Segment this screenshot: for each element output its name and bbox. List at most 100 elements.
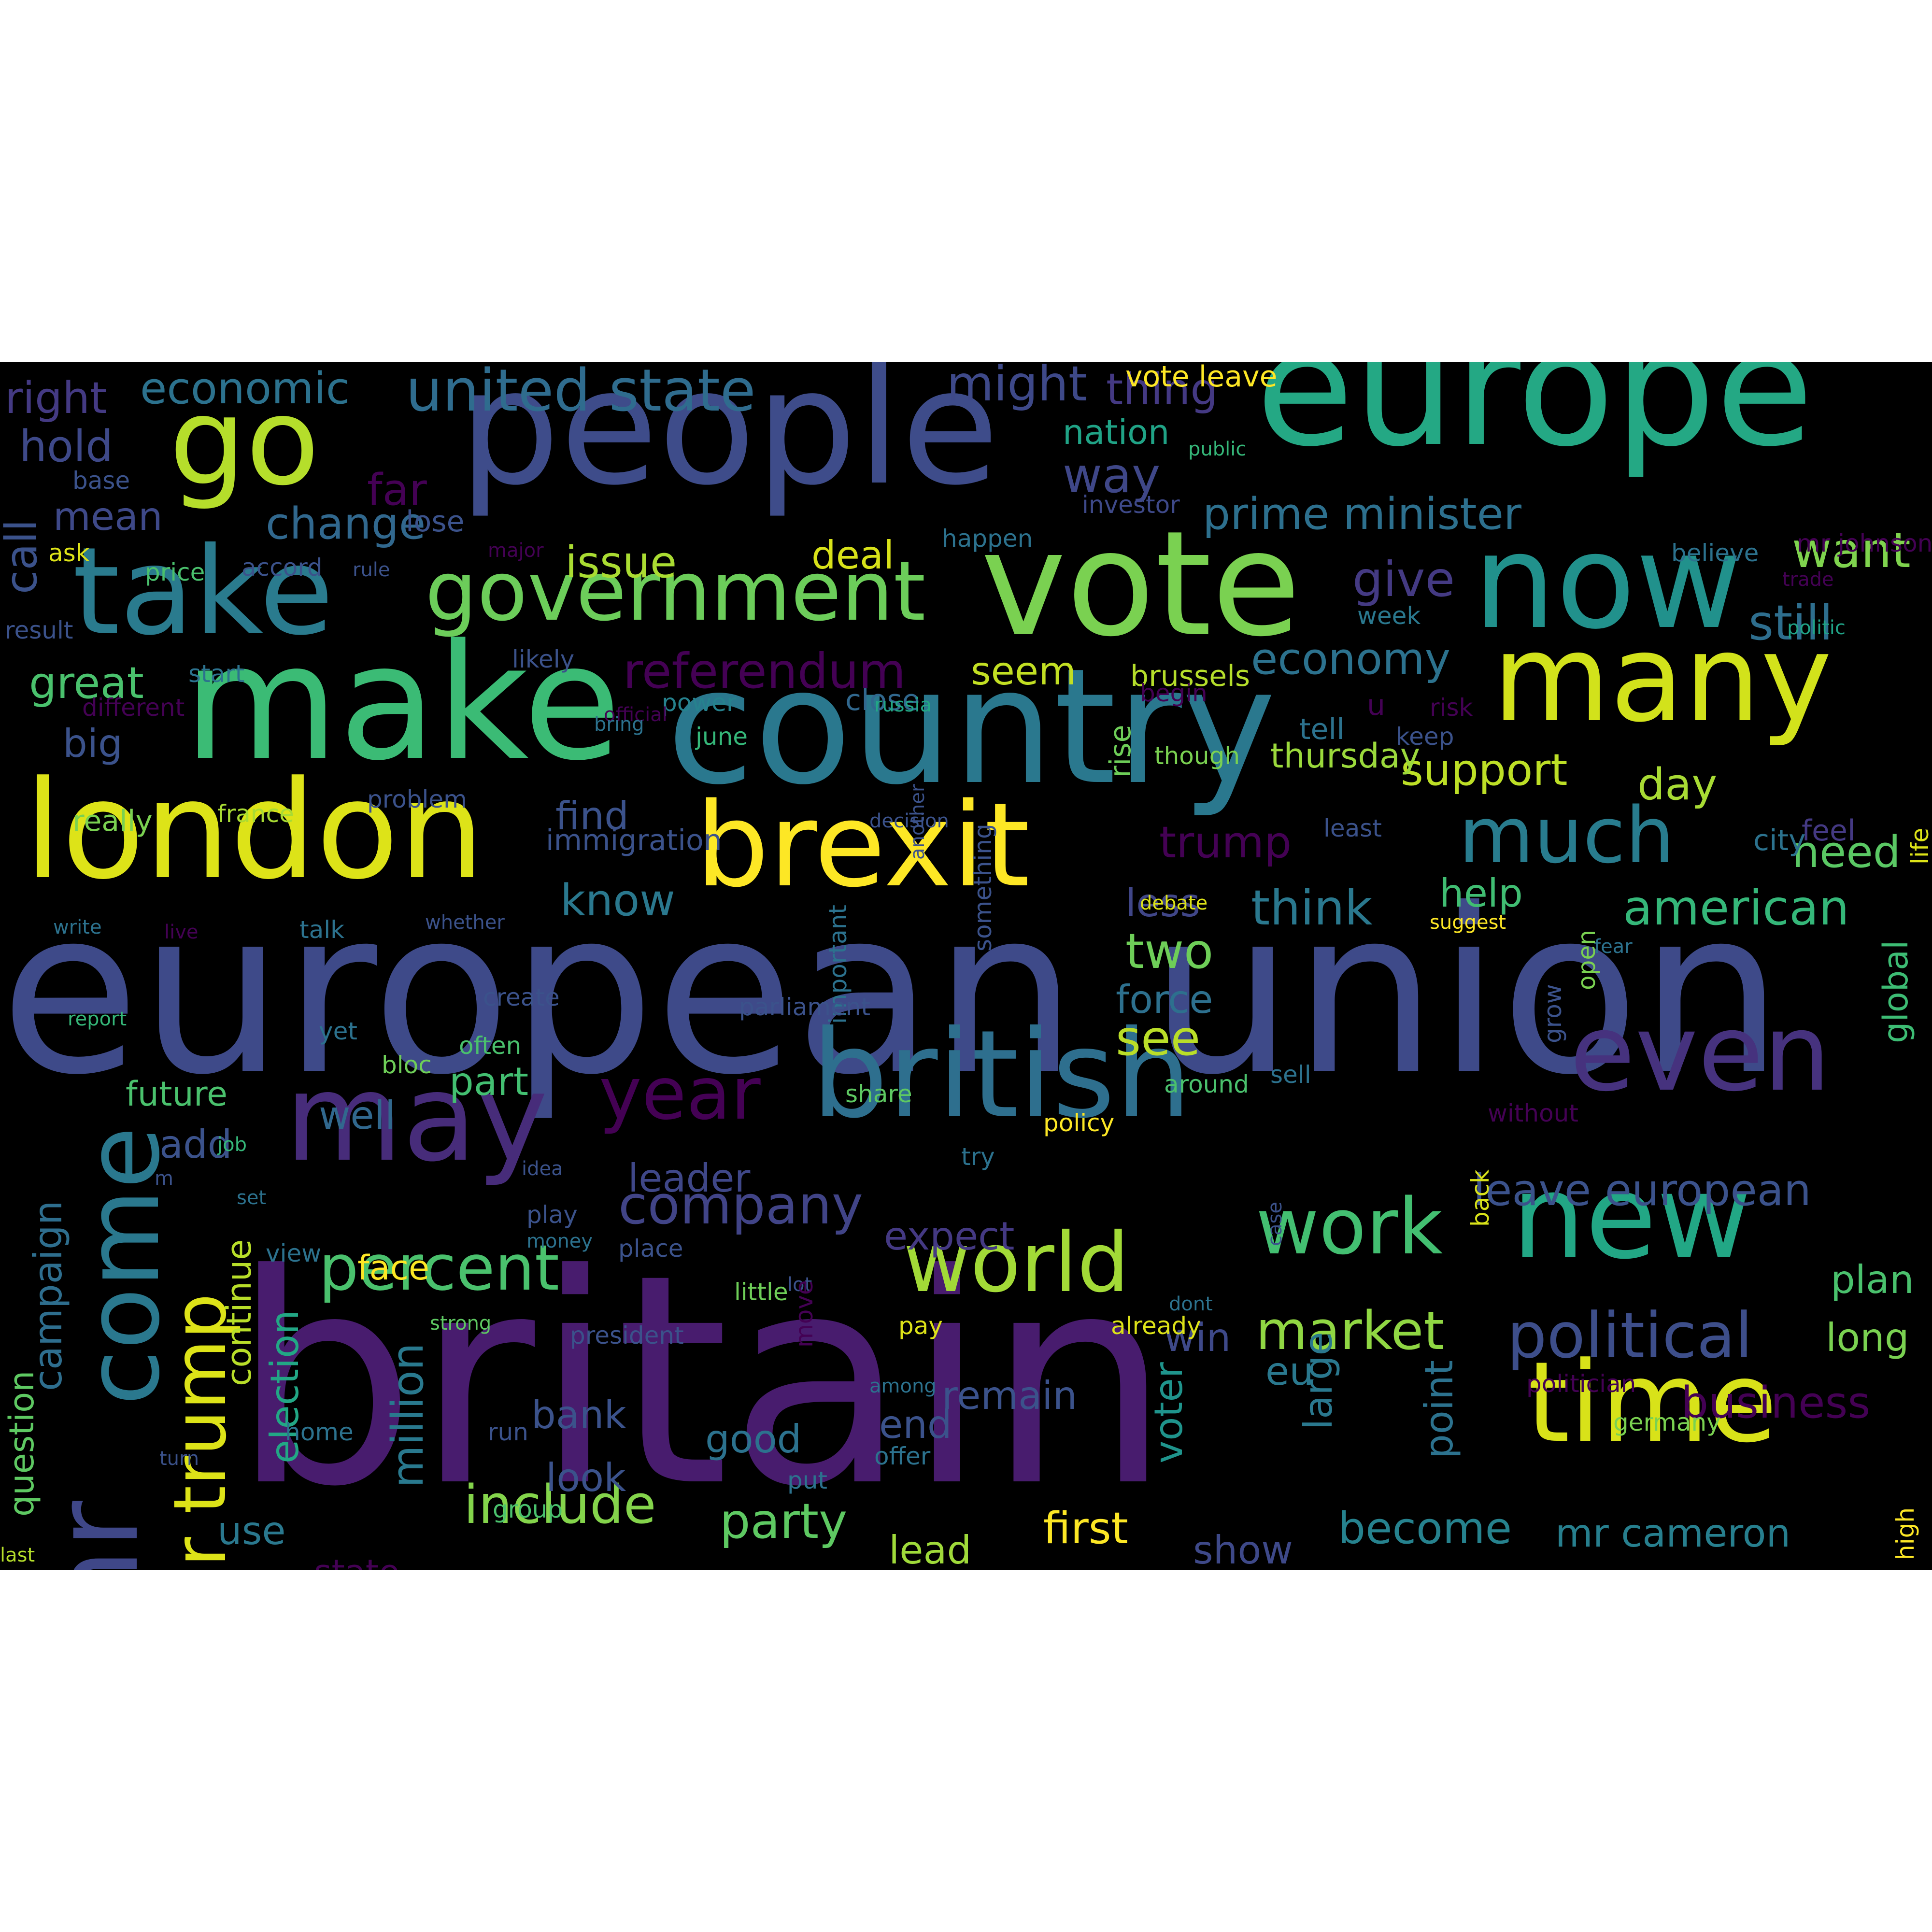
word-show: show [1193, 1528, 1293, 1570]
word-may: may [285, 1048, 548, 1188]
word-bank: bank [531, 1392, 626, 1437]
word-now: now [1473, 506, 1743, 658]
word-help: help [1439, 871, 1523, 916]
word-lead: lead [889, 1528, 972, 1570]
word-really: really [72, 804, 153, 838]
word-little: little [734, 1278, 788, 1306]
word-case: case [1264, 1202, 1286, 1246]
word-many: many [1492, 608, 1833, 749]
word-make: make [184, 610, 622, 796]
word-time: time [1526, 1338, 1777, 1467]
word-home: home [285, 1418, 354, 1446]
word-around: around [1164, 1070, 1249, 1098]
word-know: know [560, 875, 675, 926]
word-use: use [217, 1508, 286, 1553]
word-american: american [1623, 880, 1849, 936]
word-economy: economy [1251, 634, 1450, 684]
word-group: group [493, 1495, 563, 1523]
word-vote: vote [980, 500, 1301, 668]
word-investor: investor [1082, 491, 1180, 519]
word-pay: pay [898, 1312, 943, 1340]
word-yet: yet [319, 1017, 357, 1045]
word-happen: happen [942, 525, 1033, 553]
word-back: back [1466, 1169, 1494, 1227]
word-put: put [787, 1466, 828, 1494]
word-share: share [845, 1080, 912, 1108]
word-nation: nation [1063, 412, 1170, 452]
word-play: play [526, 1201, 578, 1229]
word-power: power [662, 689, 737, 717]
word-less: less [1125, 881, 1200, 925]
word-far: far [367, 465, 427, 515]
word-mr-cameron: mr cameron [1555, 1511, 1791, 1556]
word-day: day [1637, 759, 1718, 810]
word-much: much [1459, 790, 1675, 881]
word-mean: mean [53, 494, 163, 539]
word-million: million [383, 1343, 433, 1488]
word-price: price [145, 558, 205, 586]
word-expect: expect [884, 1214, 1015, 1259]
word-bloc: bloc [382, 1051, 432, 1079]
word-right: right [5, 373, 107, 424]
word-though: though [1154, 742, 1240, 770]
word-trade: trade [1782, 568, 1834, 591]
word-another: another [907, 784, 929, 860]
word-without: without [1488, 1099, 1578, 1127]
word-london: london [24, 752, 485, 909]
word-company: company [618, 1174, 863, 1236]
word-question: question [2, 1370, 42, 1517]
word-talk: talk [299, 916, 345, 944]
word-fear: fear [1594, 936, 1633, 958]
word-result: result [5, 616, 73, 644]
word-big: big [63, 721, 123, 766]
word-different: different [82, 694, 185, 722]
word-remain: remain [942, 1373, 1078, 1418]
word-risk: risk [1430, 694, 1473, 722]
word-way: way [1063, 447, 1161, 504]
word-job: job [217, 1134, 247, 1156]
word-issue: issue [565, 537, 677, 588]
word-set: set [237, 1187, 267, 1209]
word-still: still [1748, 595, 1833, 651]
word-good: good [705, 1417, 802, 1462]
word-politic: politic [1787, 617, 1846, 639]
word-thursday: thursday [1270, 736, 1421, 776]
word-often: often [459, 1032, 522, 1060]
word-keep: keep [1396, 723, 1454, 751]
word-last: last [0, 1544, 35, 1566]
word-brussels: brussels [1130, 659, 1250, 693]
word-brexit: brexit [696, 778, 1030, 913]
word-france: france [217, 800, 294, 828]
word-accord: accord [242, 554, 323, 582]
word-week: week [1357, 602, 1421, 630]
word-sell: sell [1270, 1061, 1311, 1089]
word-work: work [1256, 1181, 1443, 1272]
word-decision: decision [869, 810, 949, 832]
word-europe: europe [1256, 362, 1814, 482]
word-grow: grow [1539, 984, 1567, 1043]
word-britain: britain [232, 1212, 1171, 1550]
word-first: first [1043, 1503, 1128, 1554]
word-great: great [29, 658, 144, 709]
word-include: include [464, 1474, 656, 1535]
word-vote-leave: vote leave [1125, 362, 1278, 394]
word-thing: thing [1106, 364, 1218, 415]
word-germany: germany [1613, 1408, 1721, 1436]
word-give: give [1352, 551, 1455, 608]
word-idea: idea [522, 1158, 563, 1180]
word-percent: percent [319, 1231, 559, 1305]
word-june: june [696, 723, 748, 751]
word-well: well [319, 1093, 396, 1138]
word-president: president [570, 1321, 684, 1350]
word-lose: lose [406, 505, 465, 539]
word-high: high [1891, 1507, 1919, 1560]
word-prime-minister: prime minister [1203, 489, 1522, 540]
word-need: need [1792, 827, 1901, 878]
word-feel: feel [1802, 814, 1856, 848]
word-see: see [1116, 1010, 1201, 1066]
word-mr-johnson: mr johnson [1797, 529, 1932, 557]
word-people: people [459, 362, 999, 520]
word-market: market [1256, 1300, 1445, 1362]
word-ask: ask [48, 539, 90, 567]
word-base: base [72, 467, 130, 495]
